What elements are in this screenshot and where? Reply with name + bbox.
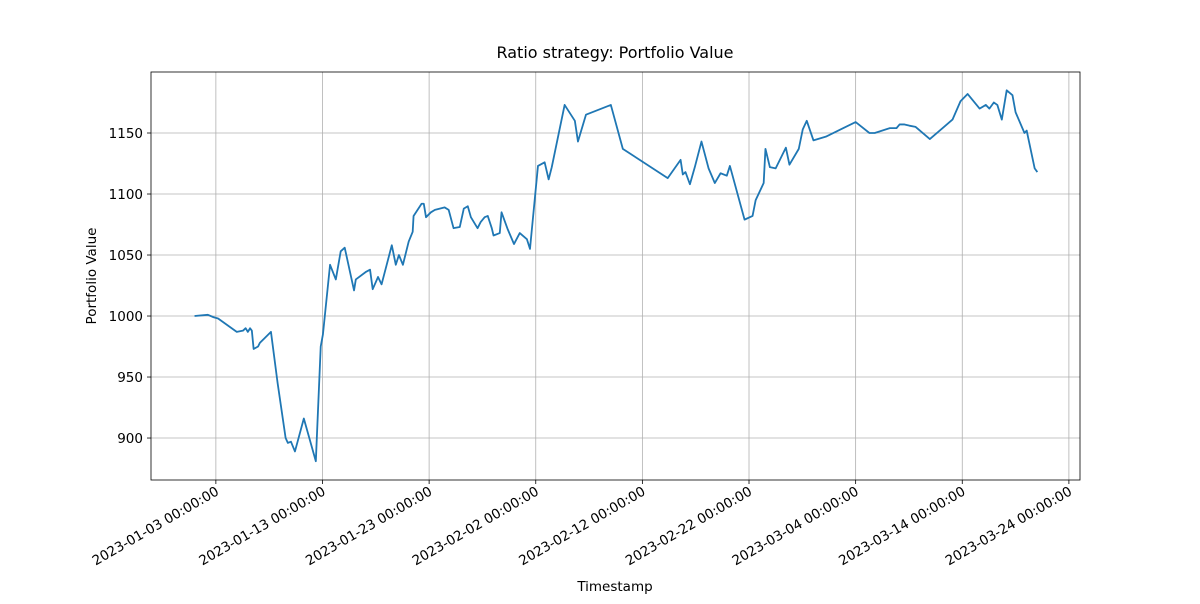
x-axis-label: Timestamp: [576, 579, 652, 595]
y-tick-label: 1000: [109, 309, 143, 325]
plot: [194, 89, 1039, 463]
chart-title: Ratio strategy: Portfolio Value: [496, 43, 733, 62]
axes-frame: [150, 71, 1081, 481]
y-tick-label: 900: [117, 431, 143, 447]
y-tick-label: 1150: [109, 126, 143, 142]
y-tick-label: 1050: [109, 248, 143, 264]
y-tick-label: 950: [117, 370, 143, 386]
grid: [151, 72, 1080, 480]
y-axis-label: Portfolio Value: [84, 228, 100, 325]
line-series: [194, 89, 1039, 463]
y-tick-label: 1100: [109, 187, 143, 203]
